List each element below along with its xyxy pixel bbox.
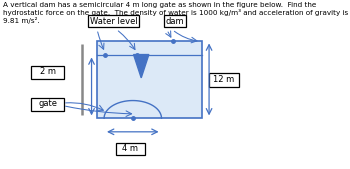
Text: 12 m: 12 m <box>214 75 235 84</box>
FancyBboxPatch shape <box>209 73 239 87</box>
FancyBboxPatch shape <box>32 66 64 79</box>
Bar <box>97 41 202 118</box>
Text: A vertical dam has a semicircular 4 m long gate as shown in the figure below.  F: A vertical dam has a semicircular 4 m lo… <box>3 2 348 24</box>
FancyBboxPatch shape <box>32 98 64 111</box>
Text: 4 m: 4 m <box>122 144 138 153</box>
Text: Water level: Water level <box>90 17 137 26</box>
FancyBboxPatch shape <box>116 143 145 155</box>
Text: gate: gate <box>38 99 57 108</box>
Text: dam: dam <box>166 17 184 26</box>
Text: 2 m: 2 m <box>40 67 56 76</box>
Polygon shape <box>134 55 149 78</box>
